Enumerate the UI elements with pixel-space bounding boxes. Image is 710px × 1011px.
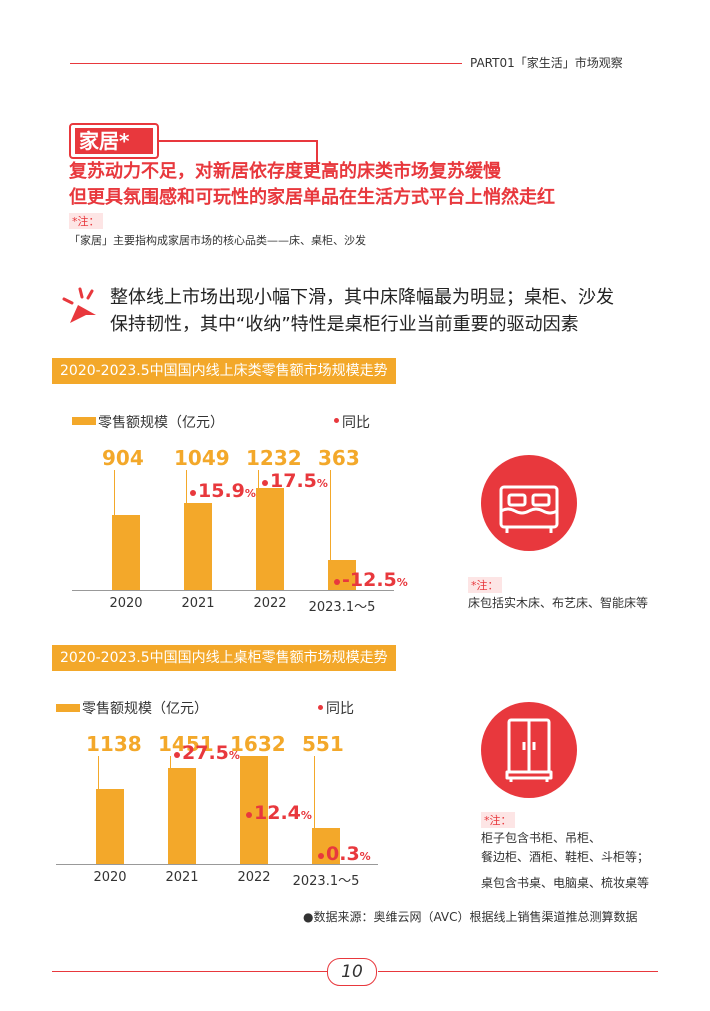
chart-1-value-label: 363 [318,446,360,470]
chart-1-x-label: 2023.1～5 [308,600,376,615]
section-rule [155,140,318,142]
chart-2-leader-line [314,756,315,828]
chart-2-value-label: 551 [302,732,344,756]
chart-2-leader-line [170,756,171,768]
chart-2-x-label: 2020 [93,870,127,885]
section-note-label: *注： [69,213,103,229]
chart-1-yoy-dot [334,579,340,585]
spark-icon [62,287,96,323]
chart-1-leader-line [186,470,187,504]
key-point-line-1: 整体线上市场出现小幅下滑，其中床降幅最为明显；桌柜、沙发 [110,287,614,308]
chart-1-yoy-label: 17.5% [270,470,328,492]
chart-2-bar [240,756,268,864]
chart-1-value-label: 904 [102,446,144,470]
chart-1-x-label: 2021 [181,596,215,611]
chart-1-bar [184,503,212,590]
chart-2-bar [96,788,124,864]
chart-2-bar [168,767,196,864]
chart-2-bar [312,827,340,864]
chart-1-bar [112,515,140,590]
footer-rule-left [52,971,327,972]
chart-1-bar [328,559,356,590]
chart-2-value-label: 1451 [158,732,214,756]
chart-1-bar [256,488,284,590]
chart-2-leader-line [98,756,99,789]
chart-2-x-axis [56,864,378,865]
chart-1-value-label: 1232 [246,446,302,470]
chart-2-x-label: 2023.1～5 [292,874,360,889]
wardrobe-icon-circle [481,702,577,798]
section-tag-label: 家居* [75,128,153,154]
headline-line-1: 复苏动力不足，对新居依存度更高的床类市场复苏缓慢 [69,161,501,182]
chart-2-legend-yoy-label: 同比 [326,701,354,717]
wardrobe-icon [505,718,553,782]
key-point-line-2: 保持韧性，其中“收纳”特性是桌柜行业当前重要的驱动因素 [110,314,579,335]
chart-1-yoy-label: -12.5% [342,569,408,591]
chart-2-note-line-2: 餐边柜、酒柜、鞋柜、斗柜等； [481,850,650,864]
chart-2-x-label: 2021 [165,870,199,885]
footer-rule-right [378,971,658,972]
chart-2-legend-yoy-dot [318,705,323,710]
chart-2-yoy-label: 12.4% [254,802,312,824]
chart-1-yoy-dot [262,480,268,486]
chart-1-x-label: 2020 [109,596,143,611]
chart-1-yoy-label: 15.9% [198,480,256,502]
chart-1-x-label: 2022 [253,596,287,611]
chart-2-value-label: 1632 [230,732,286,756]
data-source: ●数据来源：奥维云网（AVC）根据线上销售渠道推总测算数据 [303,910,638,924]
chart-1-note-line-1: 床包括实木床、布艺床、智能床等 [468,596,649,610]
chart-2-legend-bar-swatch [56,704,80,712]
chart-1-legend-yoy-dot [334,418,339,423]
chart-1-value-label: 1049 [174,446,230,470]
section-note-text: 「家居」主要指构成家居市场的核心品类——床、桌柜、沙发 [69,234,366,247]
chart-2-yoy-label: 0.3% [326,843,371,865]
chart-1-leader-line [258,470,259,488]
header-title: PART01「家生活」市场观察 [470,56,623,70]
chart-2-legend-bar-label: 零售额规模（亿元） [82,701,208,717]
chart-2-yoy-dot [318,853,324,859]
chart-2-yoy-dot [246,812,252,818]
chart-2-x-label: 2022 [237,870,271,885]
chart-1-leader-line [330,470,331,560]
chart-1-leader-line [114,470,115,516]
chart-2-yoy-dot [174,752,180,758]
chart-1-x-axis [72,590,394,591]
chart-1-note-label: *注： [468,577,502,593]
header-rule [70,63,462,64]
chart-2-note-line-1: 柜子包含书柜、吊柜、 [481,831,602,845]
chart-2-note-label: *注： [481,812,515,828]
chart-2-yoy-label: 27.5% [182,742,240,764]
section-tag: 家居* [69,123,159,159]
bed-icon-circle [481,455,577,551]
chart-1-legend-bar-label: 零售额规模（亿元） [98,415,224,431]
section-rule-vertical [316,140,318,168]
chart-1-yoy-dot [190,490,196,496]
chart-1-legend-yoy-label: 同比 [342,415,370,431]
chart-1-legend-bar-swatch [72,417,96,425]
chart-2-value-label: 1138 [86,732,142,756]
chart-2-note-line-3: 桌包含书桌、电脑桌、梳妆桌等 [481,876,650,890]
bed-icon [499,485,559,533]
chart-1-title: 2020-2023.5中国国内线上床类零售额市场规模走势 [52,358,396,384]
headline-line-2: 但更具氛围感和可玩性的家居单品在生活方式平台上悄然走红 [69,187,555,208]
chart-2-title: 2020-2023.5中国国内线上桌柜零售额市场规模走势 [52,645,396,671]
page-number: 10 [327,958,377,986]
